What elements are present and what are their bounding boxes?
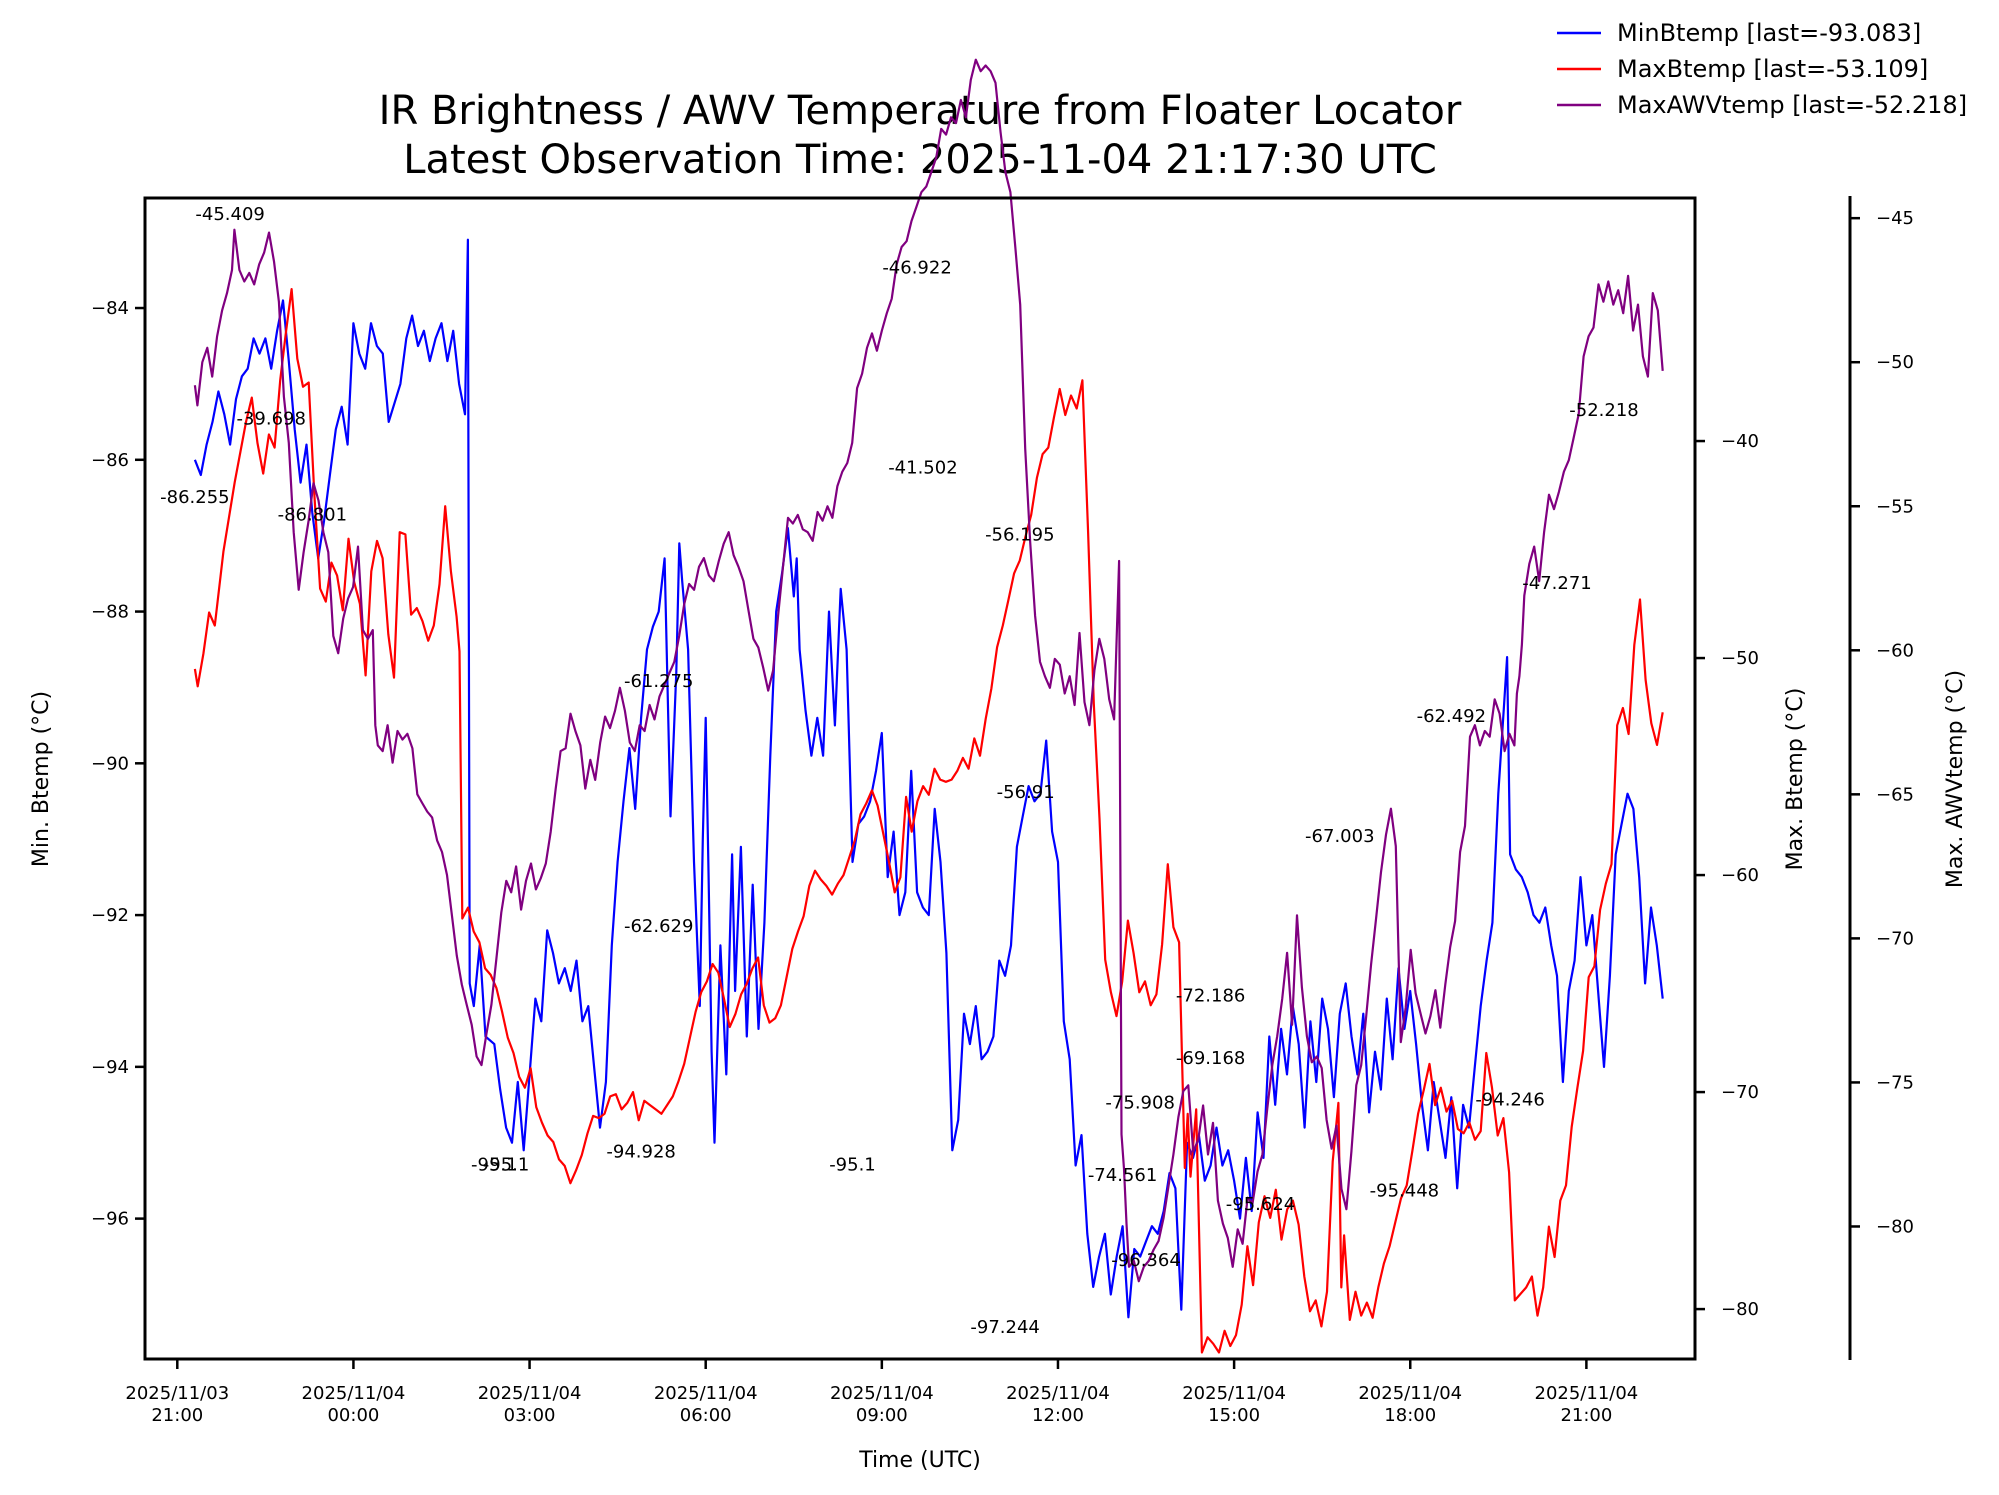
y-right-maxbtemp-tick-label: −70 — [1721, 1082, 1759, 1103]
data-label: -62.492 — [1417, 706, 1486, 727]
data-label: -61.275 — [624, 671, 693, 692]
data-label: -86.801 — [278, 505, 347, 526]
y-right-maxawvtemp-tick-label: −75 — [1876, 1072, 1914, 1093]
y-axis-left-title: Min. Btemp (°C) — [29, 691, 54, 867]
data-label: -74.561 — [1088, 1165, 1157, 1186]
x-tick-label-date: 2025/11/04 — [478, 1383, 582, 1404]
x-tick-label-date: 2025/11/04 — [1182, 1383, 1286, 1404]
x-tick-label-time: 21:00 — [151, 1405, 203, 1426]
y-left-tick-label: −88 — [91, 602, 129, 623]
legend: MinBtemp [last=-93.083] MaxBtemp [last=-… — [1557, 19, 1967, 119]
y-axis-right-maxawvtemp-title: Max. AWVtemp (°C) — [1943, 670, 1968, 888]
data-label: -95.448 — [1370, 1181, 1439, 1202]
x-tick-label-time: 15:00 — [1208, 1405, 1260, 1426]
x-tick-label-date: 2025/11/04 — [302, 1383, 406, 1404]
y-left-tick-label: −96 — [91, 1209, 129, 1230]
data-label: -95.1 — [829, 1154, 876, 1175]
data-label: -67.003 — [1305, 826, 1374, 847]
x-axis: 2025/11/0321:002025/11/0400:002025/11/04… — [125, 1359, 1638, 1426]
y-right-maxbtemp-tick-label: −40 — [1721, 431, 1759, 452]
legend-label-maxbtemp: MaxBtemp [last=-53.109] — [1617, 55, 1928, 83]
plot-frame — [143, 196, 1697, 1361]
y-right-maxawvtemp-tick-label: −70 — [1876, 928, 1914, 949]
data-label: -95.1 — [483, 1154, 530, 1175]
x-tick-label-time: 12:00 — [1032, 1405, 1084, 1426]
legend-label-maxawvtemp: MaxAWVtemp [last=-52.218] — [1617, 91, 1967, 119]
chart-title-line-1: IR Brightness / AWV Temperature from Flo… — [379, 88, 1462, 134]
y-right-maxbtemp-tick-label: −60 — [1721, 865, 1759, 886]
y-left-tick-label: −94 — [91, 1057, 129, 1078]
y-right-maxawvtemp-tick-label: −80 — [1876, 1216, 1914, 1237]
data-label: -47.271 — [1522, 573, 1591, 594]
data-label: -56.195 — [985, 525, 1054, 546]
x-axis-title: Time (UTC) — [858, 1448, 981, 1473]
x-tick-label-date: 2025/11/04 — [1358, 1383, 1462, 1404]
data-label: -39.698 — [236, 408, 305, 429]
x-tick-label-date: 2025/11/04 — [1006, 1383, 1110, 1404]
data-label: -56.91 — [997, 782, 1055, 803]
data-label: -62.629 — [624, 916, 693, 937]
y-axis-left: −84 −86 −88 −90 −92 −94 −96 — [91, 298, 145, 1230]
x-tick-label-time: 00:00 — [327, 1405, 379, 1426]
data-label: -75.908 — [1105, 1093, 1174, 1114]
data-label: -97.244 — [970, 1317, 1039, 1338]
series-line-maxawvtemp — [193, 58, 1664, 1283]
y-left-tick-label: −92 — [91, 905, 129, 926]
data-label: -52.218 — [1569, 400, 1638, 421]
x-tick-label-time: 03:00 — [504, 1405, 556, 1426]
y-right-maxawvtemp-tick-label: −60 — [1876, 640, 1914, 661]
data-label: -95.1 — [471, 1154, 518, 1175]
y-right-maxawvtemp-tick-label: −45 — [1876, 208, 1914, 229]
data-label: -95.624 — [1226, 1194, 1295, 1215]
annotations: -86.255-45.409-39.698-86.801-95.1-95.1-6… — [160, 204, 1639, 1338]
data-label: -45.409 — [195, 204, 264, 225]
y-right-maxawvtemp-tick-label: −50 — [1876, 352, 1914, 373]
plot-lines — [193, 58, 1664, 1354]
chart-title-line-2: Latest Observation Time: 2025-11-04 21:1… — [403, 137, 1437, 183]
y-axis-right-maxbtemp: −40 −50 −60 −70 −80 — [1695, 431, 1759, 1320]
data-label: -94.928 — [606, 1141, 675, 1162]
data-label: -86.255 — [160, 487, 229, 508]
y-left-tick-label: −84 — [91, 298, 129, 319]
series-line-maxbtemp — [193, 288, 1664, 1354]
x-tick-label-date: 2025/11/04 — [654, 1383, 758, 1404]
data-label: -41.502 — [888, 458, 957, 479]
x-tick-label-date: 2025/11/04 — [1535, 1383, 1639, 1404]
y-axis-right-maxbtemp-title: Max. Btemp (°C) — [1783, 688, 1808, 871]
x-tick-label-time: 06:00 — [680, 1405, 732, 1426]
data-label: -96.364 — [1111, 1250, 1180, 1271]
x-tick-label-time: 18:00 — [1384, 1405, 1436, 1426]
legend-label-minbtemp: MinBtemp [last=-93.083] — [1617, 19, 1921, 47]
y-right-maxbtemp-tick-label: −50 — [1721, 648, 1759, 669]
y-right-maxbtemp-tick-label: −80 — [1721, 1299, 1759, 1320]
y-axis-right-maxawvtemp: −45 −50 −55 −60 −65 −70 −75 −80 — [1850, 208, 1914, 1237]
series-line-minbtemp — [193, 238, 1664, 1319]
data-label: -46.922 — [882, 258, 951, 279]
y-right-maxawvtemp-tick-label: −65 — [1876, 784, 1914, 805]
x-tick-label-date: 2025/11/04 — [830, 1383, 934, 1404]
data-label: -72.186 — [1176, 985, 1245, 1006]
y-left-tick-label: −90 — [91, 753, 129, 774]
data-label: -69.168 — [1176, 1048, 1245, 1069]
x-tick-label-time: 21:00 — [1560, 1405, 1612, 1426]
x-tick-label-time: 09:00 — [856, 1405, 908, 1426]
data-label: -94.246 — [1475, 1090, 1544, 1111]
x-tick-label-date: 2025/11/03 — [125, 1383, 229, 1404]
y-right-maxawvtemp-tick-label: −55 — [1876, 496, 1914, 517]
y-left-tick-label: −86 — [91, 450, 129, 471]
